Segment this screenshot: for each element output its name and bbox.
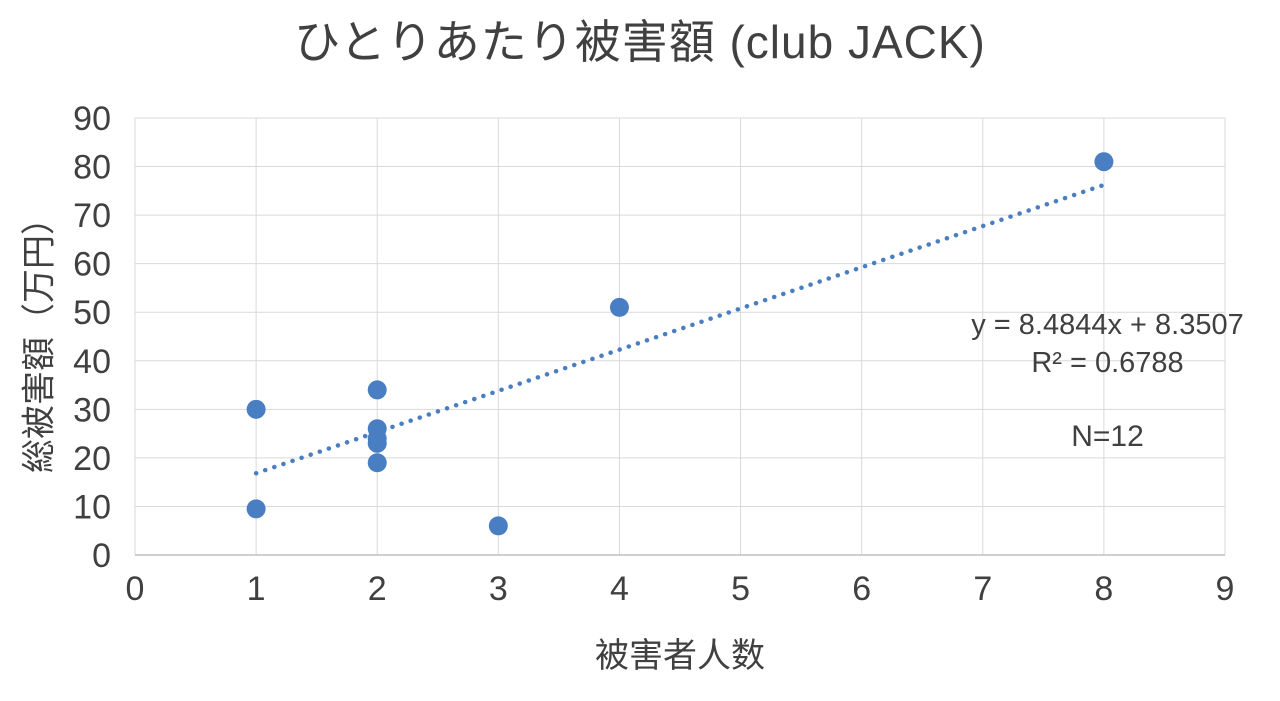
y-tick-label: 60	[73, 246, 111, 284]
y-tick-label: 30	[73, 391, 111, 429]
x-tick-label: 5	[731, 570, 750, 608]
y-axis-label: 総被害額（万円）	[20, 201, 59, 473]
y-tick-label: 0	[92, 537, 111, 575]
y-tick-label: 40	[73, 343, 111, 381]
x-tick-label: 2	[368, 570, 387, 608]
y-tick-label: 20	[73, 440, 111, 478]
x-tick-label: 3	[489, 570, 508, 608]
data-point	[1094, 152, 1114, 172]
y-tick-label: 50	[73, 294, 111, 332]
x-tick-label: 0	[126, 570, 145, 608]
x-axis-label: 被害者人数	[595, 637, 765, 675]
data-point	[367, 433, 387, 453]
x-tick-label: 7	[973, 570, 992, 608]
x-tick-label: 9	[1216, 570, 1235, 608]
x-tick-label: 6	[852, 570, 871, 608]
y-tick-label: 10	[73, 488, 111, 526]
data-point	[609, 297, 629, 317]
y-tick-label: 80	[73, 149, 111, 187]
data-point	[367, 453, 387, 473]
x-tick-label: 1	[247, 570, 266, 608]
data-point	[488, 516, 508, 536]
trendline-annotation: y = 8.4844x + 8.3507 R² = 0.6788	[935, 306, 1280, 383]
x-tick-label: 4	[610, 570, 629, 608]
x-tick-label: 8	[1094, 570, 1113, 608]
y-tick-label: 70	[73, 197, 111, 235]
sample-size-annotation: N=12	[1071, 420, 1144, 453]
data-point	[246, 399, 266, 419]
chart-title: ひとりあたり被害額 (club JACK)	[294, 16, 986, 68]
trendline-equation: y = 8.4844x + 8.3507	[971, 309, 1244, 341]
r-squared-value: R² = 0.6788	[1031, 347, 1184, 380]
y-tick-label: 90	[73, 100, 111, 138]
data-point	[367, 380, 387, 400]
data-point	[246, 499, 266, 519]
